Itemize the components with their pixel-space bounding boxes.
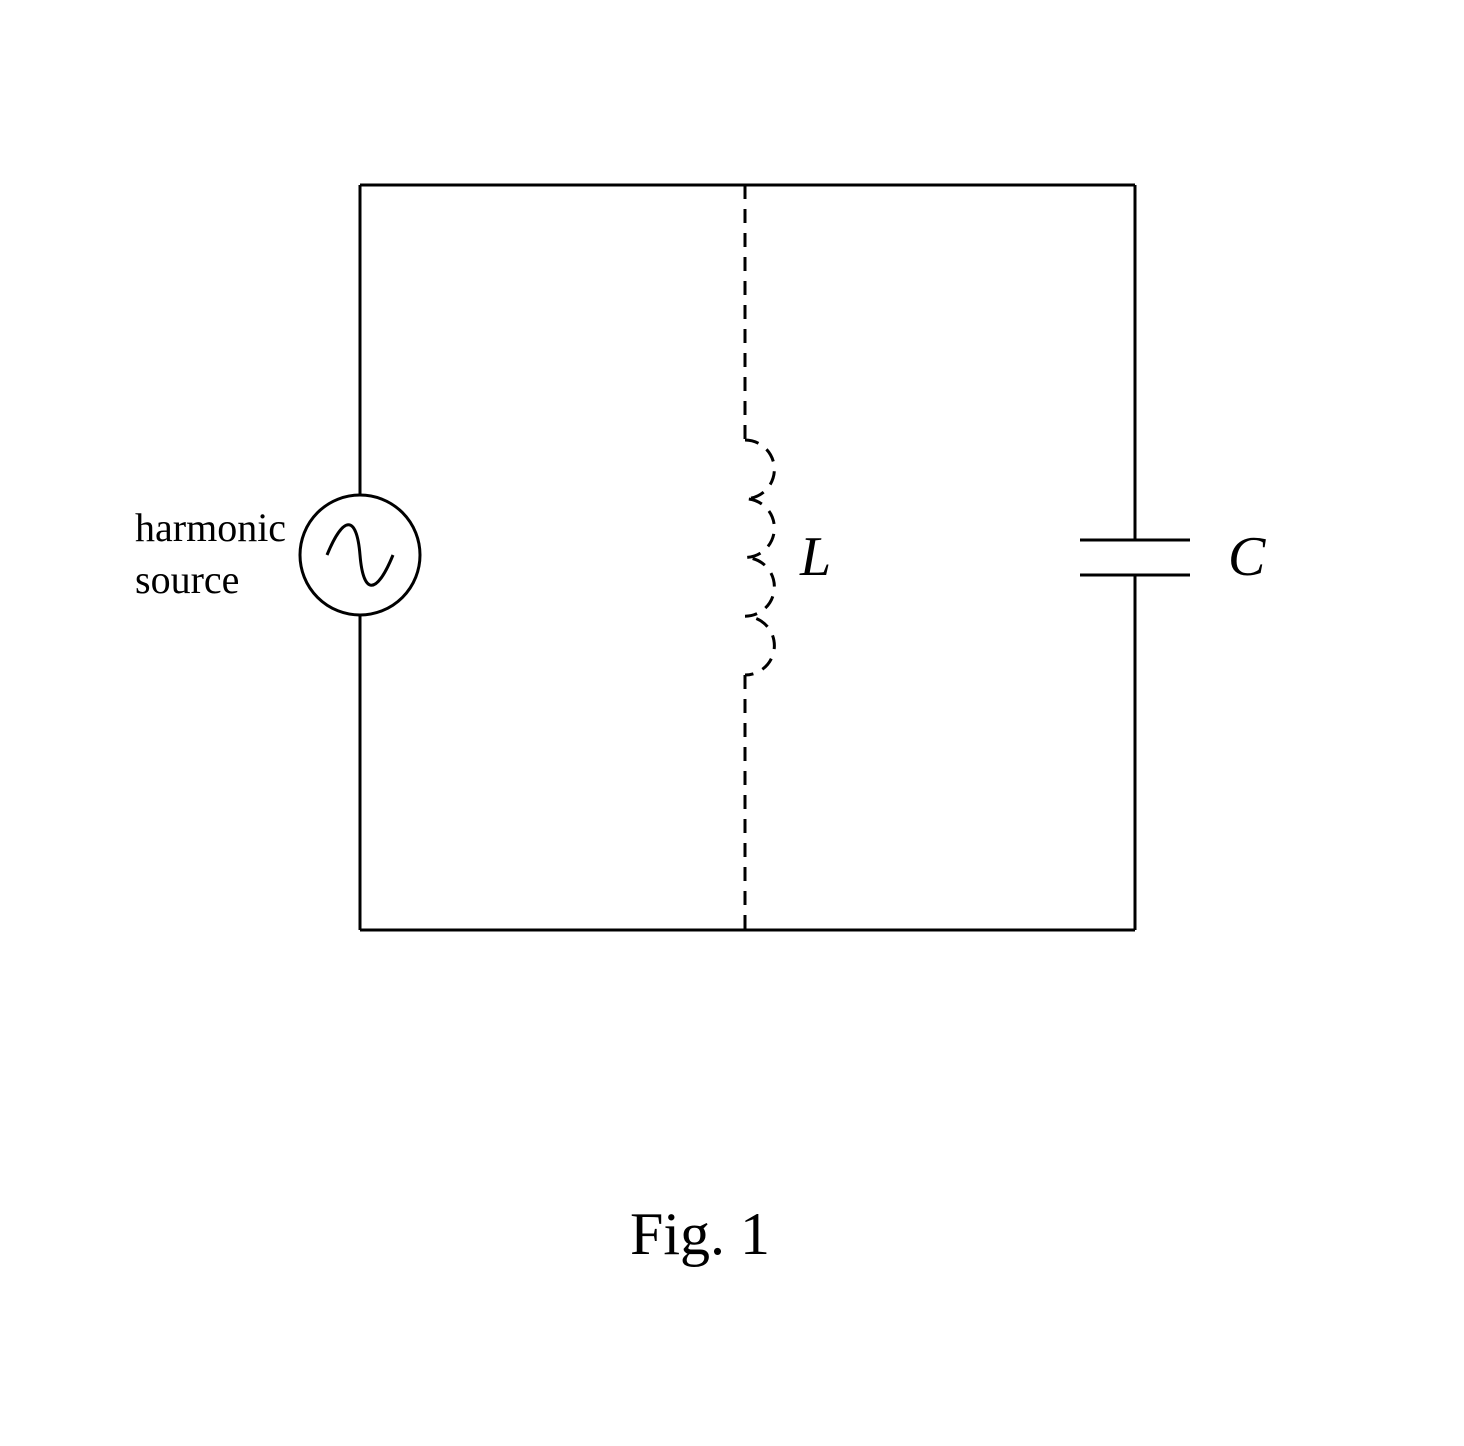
circuit-diagram-container: harmonic source L C Fig. 1 [0, 0, 1464, 1446]
harmonic-source-label: harmonic source [135, 502, 286, 606]
inductor-label: L [800, 525, 831, 589]
capacitor-label: C [1228, 525, 1265, 589]
figure-caption: Fig. 1 [630, 1200, 770, 1269]
harmonic-label-line1: harmonic [135, 505, 286, 550]
harmonic-label-line2: source [135, 557, 239, 602]
